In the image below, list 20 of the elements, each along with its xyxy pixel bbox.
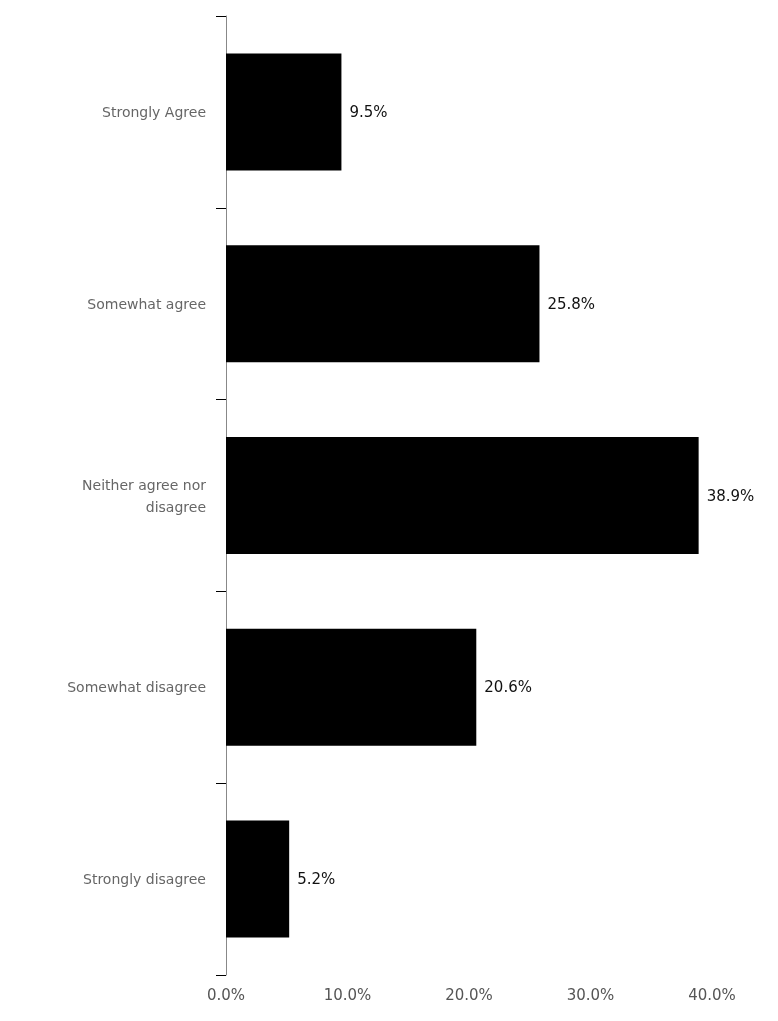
- bar: [226, 820, 290, 938]
- y-tick-label: Strongly disagree: [83, 871, 206, 888]
- x-tick-label: 20.0%: [445, 985, 493, 1004]
- data-label: 25.8%: [547, 294, 596, 313]
- x-tick-label: 0.0%: [206, 985, 246, 1004]
- y-tick-label: Somewhat agree: [87, 295, 206, 312]
- data-label: 20.6%: [484, 678, 532, 697]
- bar: [226, 245, 540, 363]
- data-label: 5.2%: [297, 870, 336, 889]
- y-tick-label: Neither agree nor disagree: [82, 476, 207, 515]
- bar: [226, 628, 477, 746]
- bar: [226, 53, 342, 171]
- data-label: 9.5%: [349, 102, 388, 121]
- y-tick-label: Strongly Agree: [102, 103, 206, 120]
- x-tick-label: 40.0%: [688, 985, 736, 1004]
- bar: [226, 437, 699, 554]
- x-tick-label: 10.0%: [323, 985, 372, 1004]
- x-tick-label: 30.0%: [566, 985, 615, 1004]
- data-label: 38.9%: [706, 486, 755, 505]
- y-tick-label: Somewhat disagree: [67, 679, 206, 696]
